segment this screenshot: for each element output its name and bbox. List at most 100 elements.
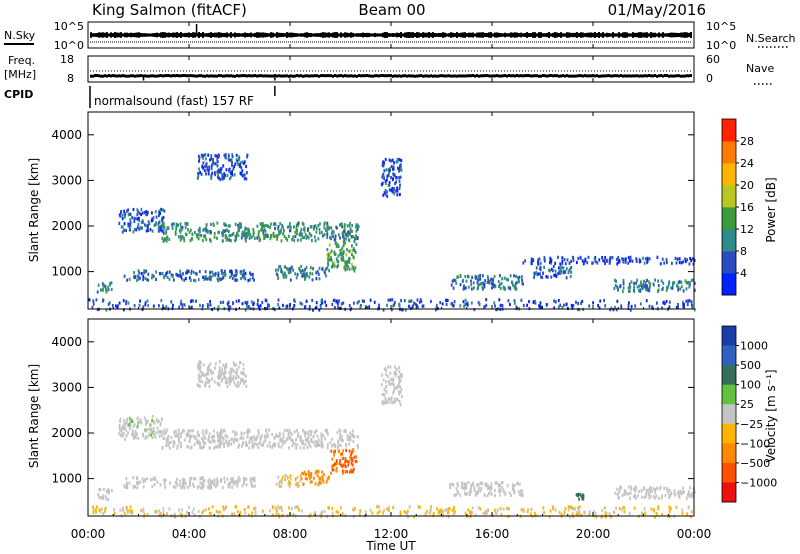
heatmap-cell	[168, 507, 171, 511]
heatmap-cell	[208, 478, 211, 482]
heatmap-cell	[537, 272, 540, 276]
heatmap-cell	[619, 485, 621, 489]
noise-sample	[450, 32, 452, 38]
heatmap-cell	[509, 274, 512, 278]
heatmap-cell	[615, 506, 617, 510]
noise-sample	[618, 32, 620, 38]
heatmap-cell	[139, 418, 142, 422]
heatmap-cell	[439, 509, 442, 513]
freq-sample	[170, 74, 172, 78]
heatmap-cell	[453, 506, 455, 510]
freq-sample	[328, 74, 330, 78]
freq-sample	[206, 74, 208, 78]
freq-sample	[130, 74, 132, 78]
heatmap-cell	[643, 495, 646, 499]
heatmap-cell	[198, 364, 200, 368]
heatmap-cell	[136, 217, 139, 221]
heatmap-cell	[471, 511, 474, 515]
freq-sample	[506, 74, 508, 78]
heatmap-cell	[99, 496, 101, 500]
heatmap-cell	[477, 274, 480, 278]
y-tick-label: 2000	[51, 426, 82, 440]
heatmap-cell	[526, 303, 528, 307]
heatmap-cell	[180, 434, 182, 438]
heatmap-cell	[304, 273, 307, 277]
noise-sample	[150, 33, 152, 37]
heatmap-cell	[342, 251, 345, 255]
heatmap-cell	[533, 275, 535, 279]
heatmap-cell	[682, 300, 684, 305]
heatmap-cell	[209, 229, 211, 233]
heatmap-cell	[217, 308, 219, 312]
heatmap-cell	[179, 512, 182, 516]
heatmap-cell	[253, 236, 256, 240]
heatmap-cell	[307, 432, 310, 437]
heatmap-cell	[630, 280, 633, 284]
heatmap-cell	[633, 285, 635, 289]
heatmap-cell	[334, 306, 336, 310]
heatmap-cell	[515, 274, 517, 278]
heatmap-cell	[156, 420, 159, 424]
heatmap-cell	[691, 257, 694, 261]
heatmap-cell	[643, 486, 645, 490]
heatmap-cell	[236, 231, 238, 235]
freq-sample	[490, 74, 492, 78]
heatmap-cell	[231, 170, 233, 174]
heatmap-cell	[159, 430, 161, 434]
noise-sample	[386, 32, 388, 38]
noise-sample	[110, 32, 112, 38]
heatmap-cell	[646, 288, 649, 292]
heatmap-cell	[348, 267, 351, 271]
heatmap-cell	[262, 443, 264, 447]
heatmap-cell	[332, 443, 335, 447]
heatmap-cell	[153, 476, 156, 480]
x-axis-label: Time UT	[365, 539, 416, 553]
heatmap-cell	[146, 512, 149, 516]
heatmap-cell	[514, 281, 517, 286]
heatmap-cell	[221, 372, 224, 376]
heatmap-cell	[395, 368, 398, 372]
noise-sample	[640, 32, 642, 38]
heatmap-cell	[462, 278, 465, 282]
heatmap-cell	[304, 438, 307, 442]
heatmap-cell	[174, 515, 177, 519]
freq-sample	[346, 74, 348, 78]
heatmap-cell	[237, 375, 240, 379]
heatmap-cell	[422, 304, 425, 308]
heatmap-cell	[645, 494, 648, 498]
heatmap-cell	[216, 445, 218, 449]
colorbar-tick-label: −100	[740, 437, 770, 450]
heatmap-cell	[148, 222, 151, 226]
heatmap-cell	[540, 275, 543, 279]
heatmap-cell	[393, 397, 396, 401]
heatmap-cell	[198, 440, 201, 444]
heatmap-cell	[630, 487, 633, 492]
heatmap-cell	[226, 381, 229, 385]
noise-sample	[156, 32, 158, 38]
heatmap-cell	[235, 432, 238, 436]
heatmap-cell	[470, 486, 472, 490]
heatmap-cell	[234, 437, 236, 441]
heatmap-cell	[121, 424, 124, 428]
heatmap-cell	[208, 379, 211, 383]
freq-sample	[626, 74, 628, 78]
heatmap-cell	[182, 272, 184, 276]
freq-sample	[186, 74, 188, 78]
heatmap-cell	[131, 216, 133, 220]
heatmap-cell	[322, 433, 325, 438]
heatmap-cell	[133, 271, 135, 275]
noise-sample	[190, 33, 192, 37]
heatmap-cell	[598, 306, 601, 310]
heatmap-cell	[190, 271, 193, 276]
heatmap-cell	[675, 306, 678, 310]
heatmap-cell	[254, 510, 257, 514]
heatmap-cell	[347, 460, 350, 464]
noise-sample	[360, 33, 362, 37]
heatmap-cell	[228, 177, 231, 181]
heatmap-cell	[563, 303, 565, 307]
heatmap-cell	[219, 445, 222, 449]
noise-sample	[218, 32, 220, 38]
heatmap-cell	[195, 233, 198, 237]
heatmap-cell	[118, 221, 121, 225]
